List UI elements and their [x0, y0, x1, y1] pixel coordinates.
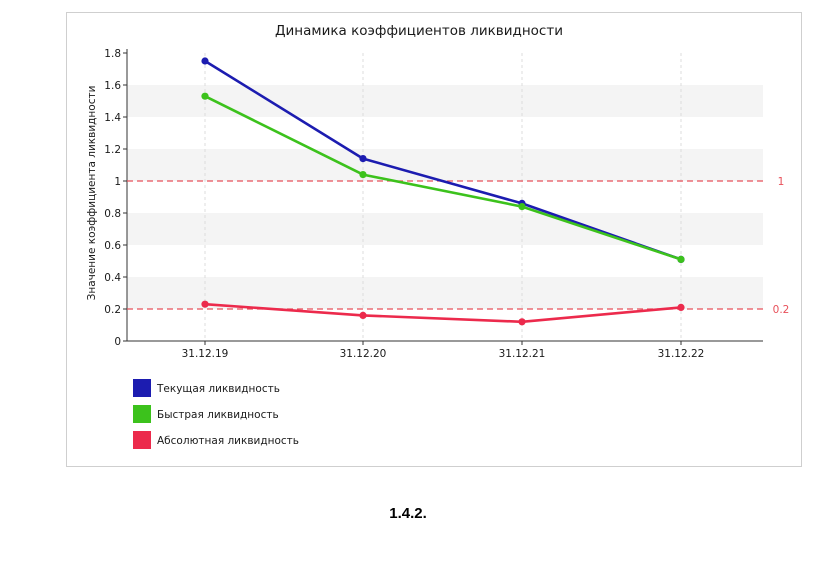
y-tick-label: 0.4	[104, 272, 121, 284]
reference-line-label: 1	[778, 176, 785, 188]
x-tick-label: 31.12.19	[182, 348, 229, 360]
data-point	[518, 318, 526, 326]
data-point	[677, 303, 685, 311]
liquidity-chart: Динамика коэффициентов ликвидности 0 0.2 0…	[86, 23, 790, 449]
legend-label: Абсолютная ликвидность	[157, 435, 299, 447]
y-tick-label: 1.2	[104, 144, 121, 156]
y-tick-label: 0	[114, 336, 121, 348]
series-line	[204, 302, 682, 324]
legend-swatch	[133, 379, 151, 397]
x-tick-label: 31.12.22	[658, 348, 705, 360]
chart-panel: Динамика коэффициентов ликвидности 0 0.2 0…	[66, 12, 802, 467]
y-tick-label: 1.8	[104, 48, 121, 60]
data-point	[518, 203, 526, 211]
grid-band	[127, 85, 763, 117]
y-tick-label: 0.6	[104, 240, 121, 252]
series-line	[204, 59, 682, 261]
y-tick-label: 0.2	[104, 304, 121, 316]
reference-line-label: 0.2	[773, 304, 790, 316]
data-point	[201, 57, 209, 65]
data-point	[677, 255, 685, 263]
figure-caption: 1.4.2.	[389, 505, 427, 522]
grid-band	[127, 213, 763, 245]
y-tick-label: 0.8	[104, 208, 121, 220]
y-tick-label: 1	[114, 176, 121, 188]
data-point	[359, 155, 367, 163]
legend-swatch	[133, 431, 151, 449]
chart-title: Динамика коэффициентов ликвидности	[275, 23, 563, 39]
data-point	[359, 311, 367, 319]
x-tick-label: 31.12.20	[340, 348, 387, 360]
y-tick-label: 1.4	[104, 112, 121, 124]
legend-swatch	[133, 405, 151, 423]
legend-label: Быстрая ликвидность	[157, 409, 279, 421]
y-tick-label: 1.6	[104, 80, 121, 92]
grid-band	[127, 149, 763, 181]
data-point	[359, 171, 367, 179]
data-point	[201, 300, 209, 308]
data-point	[201, 92, 209, 100]
x-tick-label: 31.12.21	[499, 348, 546, 360]
grid-band	[127, 277, 763, 309]
y-axis-title: Значение коэффициента ликвидности	[86, 86, 98, 301]
legend-label: Текущая ликвидность	[156, 383, 280, 395]
series-line	[204, 95, 682, 261]
